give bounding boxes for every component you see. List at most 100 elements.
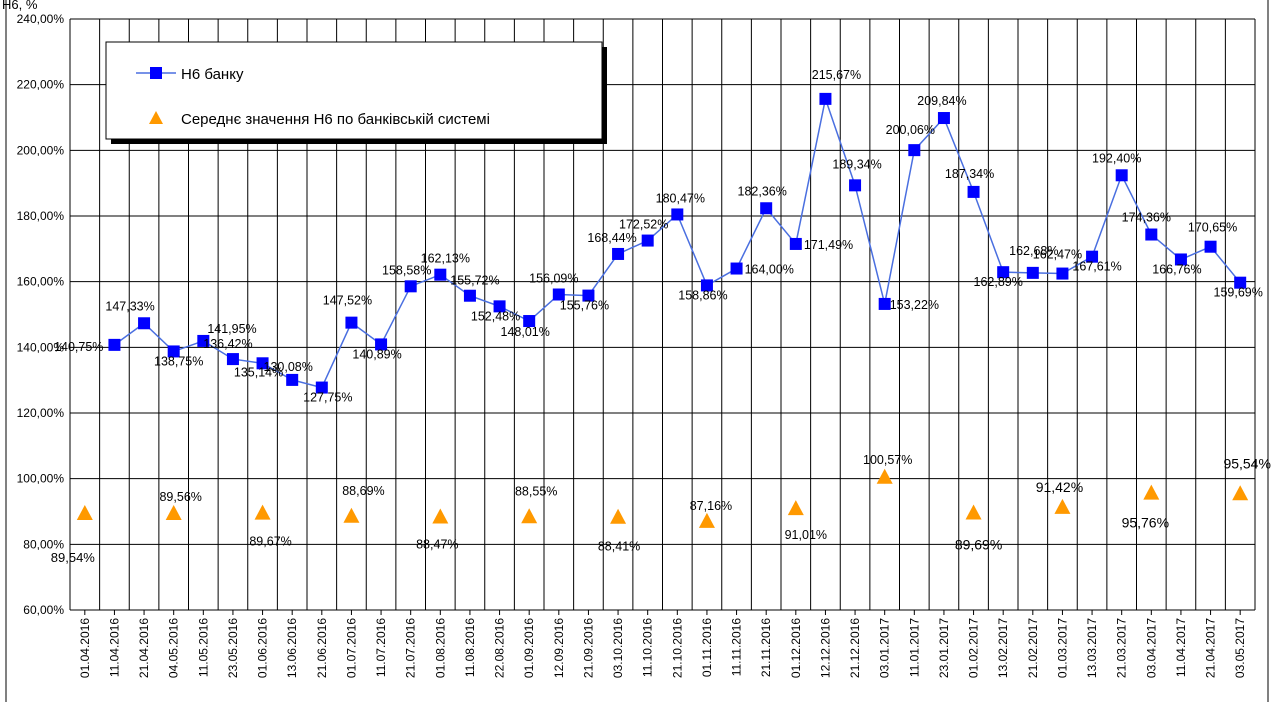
bank-point — [1174, 253, 1187, 266]
x-tick-label: 23.01.2017 — [937, 618, 951, 678]
bank-data-label: 172,52% — [619, 218, 668, 232]
bank-data-label: 152,48% — [471, 309, 520, 323]
bank-point — [493, 300, 506, 313]
bank-data-label: 167,61% — [1072, 260, 1121, 274]
bank-point — [997, 266, 1010, 279]
bank-point — [1234, 276, 1247, 289]
bank-data-label: 155,76% — [560, 299, 609, 313]
system-point — [432, 508, 449, 524]
y-tick-label: 120,00% — [17, 406, 65, 420]
bank-data-label: 140,75% — [54, 340, 103, 354]
system-data-label: 89,54% — [51, 550, 96, 565]
x-tick-label: 21.07.2016 — [404, 618, 418, 678]
bank-data-label: 171,49% — [804, 238, 853, 252]
x-tick-label: 01.07.2016 — [344, 618, 358, 678]
bank-data-label: 166,76% — [1152, 262, 1201, 276]
bank-point — [937, 112, 950, 125]
bank-point — [138, 317, 151, 330]
x-tick-label: 21.04.2017 — [1204, 618, 1218, 678]
x-tick-label: 01.06.2016 — [256, 618, 270, 678]
x-axis-ticks: 01.04.2016 11.04.2016 21.04.2016 04.05.2016… — [78, 610, 1247, 678]
x-tick-label: 11.11.2016 — [730, 618, 744, 677]
bank-data-label: 138,75% — [154, 354, 203, 368]
bank-point — [345, 316, 358, 329]
x-tick-label: 21.12.2016 — [848, 618, 862, 678]
bank-point — [1056, 267, 1069, 280]
system-point — [965, 504, 982, 520]
system-point — [343, 507, 360, 523]
y-tick-label: 60,00% — [23, 603, 64, 617]
bank-data-label: 130,08% — [264, 360, 313, 374]
x-tick-label: 01.11.2016 — [700, 618, 714, 677]
x-tick-label: 04.05.2016 — [167, 618, 181, 678]
bank-point — [1204, 240, 1217, 253]
system-point — [610, 508, 627, 524]
bank-data-label: 147,52% — [323, 294, 372, 308]
x-tick-label: 21.03.2017 — [1115, 618, 1129, 678]
x-tick-label: 12.12.2016 — [818, 618, 832, 678]
x-tick-label: 01.08.2016 — [433, 618, 447, 678]
corner-label: Н6, % — [2, 0, 38, 12]
bank-data-label: 156,09% — [529, 272, 578, 286]
x-tick-label: 01.03.2017 — [1055, 618, 1069, 678]
x-tick-label: 21.09.2016 — [581, 618, 595, 678]
bank-point — [760, 202, 773, 215]
x-tick-label: 01.04.2016 — [78, 618, 92, 678]
bank-data-label: 162,13% — [421, 252, 470, 266]
y-tick-label: 80,00% — [23, 537, 64, 551]
legend-label-system: Середнє значення Н6 по банківській систе… — [181, 111, 490, 128]
bank-data-label: 215,67% — [812, 68, 861, 82]
legend-marker-triangle — [149, 111, 163, 124]
bank-data-label: 182,36% — [738, 184, 787, 198]
system-data-label: 95,54% — [1223, 455, 1270, 471]
x-tick-label: 11.04.2017 — [1174, 618, 1188, 677]
bank-point — [197, 334, 210, 347]
bank-data-label: 170,65% — [1188, 221, 1237, 235]
y-tick-label: 100,00% — [17, 472, 65, 486]
x-tick-label: 13.03.2017 — [1085, 618, 1099, 678]
bank-point — [434, 268, 447, 281]
bank-point — [286, 373, 299, 386]
bank-data-label: 141,95% — [207, 322, 256, 336]
system-point — [787, 500, 804, 516]
x-tick-label: 11.05.2016 — [196, 618, 210, 677]
system-data-label: 89,69% — [955, 537, 1002, 553]
x-tick-label: 21.06.2016 — [315, 618, 329, 678]
y-tick-label: 160,00% — [17, 275, 65, 289]
bank-point — [1145, 228, 1158, 241]
x-tick-label: 21.04.2016 — [137, 618, 151, 678]
bank-point — [700, 279, 713, 292]
x-tick-label: 03.05.2017 — [1233, 618, 1247, 678]
bank-data-label: 148,01% — [501, 325, 550, 339]
bank-point — [878, 297, 891, 310]
bank-point — [730, 262, 743, 275]
x-tick-label: 11.07.2016 — [374, 618, 388, 677]
x-tick-label: 11.08.2016 — [463, 618, 477, 677]
bank-point — [375, 338, 388, 351]
system-point — [76, 505, 93, 521]
y-tick-label: 140,00% — [17, 340, 65, 354]
bank-data-label: 155,72% — [450, 274, 499, 288]
legend-box — [105, 41, 603, 140]
bank-data-label: 162,89% — [974, 275, 1023, 289]
bank-data-label: 187,34% — [945, 167, 994, 181]
y-tick-label: 180,00% — [17, 209, 65, 223]
bank-data-label: 189,34% — [832, 157, 881, 171]
x-tick-label: 22.08.2016 — [493, 618, 507, 678]
x-tick-label: 21.10.2016 — [670, 618, 684, 678]
series-system-average: 89,54% 89,56% 89,67% 88,69% 88,47% 88,55% 88,4… — [51, 453, 1271, 565]
x-tick-label: 01.12.2016 — [789, 618, 803, 678]
bank-data-label: 200,06% — [886, 123, 935, 137]
x-tick-label: 01.09.2016 — [522, 618, 536, 678]
bank-data-label: 162,68% — [1009, 244, 1058, 258]
bank-data-label: 158,86% — [678, 288, 727, 302]
bank-data-label: 135,14% — [234, 365, 283, 379]
system-data-label: 88,41% — [598, 540, 640, 554]
bank-point — [789, 237, 802, 250]
gridlines — [69, 18, 1256, 611]
system-point — [876, 468, 893, 484]
x-tick-label: 11.01.2017 — [907, 618, 921, 677]
series-bank-n6: 140,75% 147,33% 138,75% 141,95%136,42% 135,1… — [54, 68, 1263, 405]
x-tick-label: 03.04.2017 — [1144, 618, 1158, 678]
